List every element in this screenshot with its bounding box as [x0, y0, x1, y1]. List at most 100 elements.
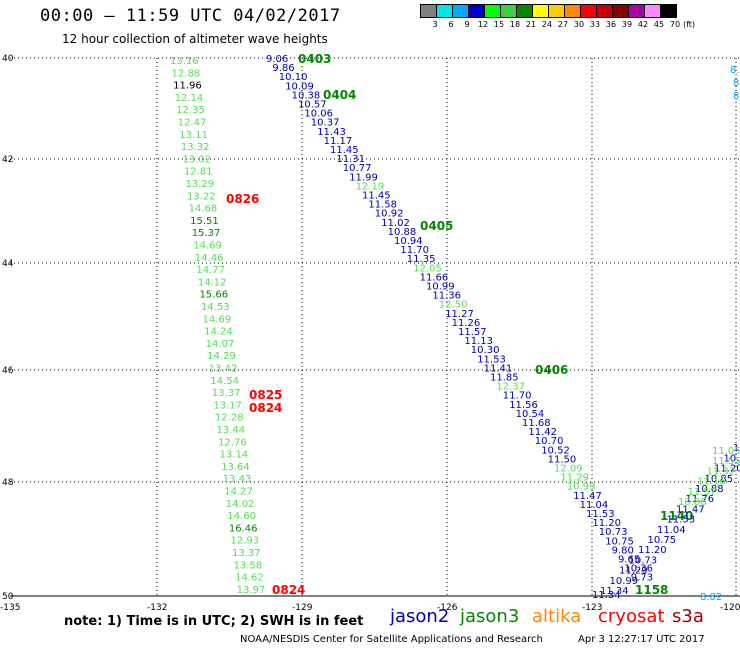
scale-label: 42 [637, 20, 649, 29]
jason-swh-value: 11.45 [362, 191, 391, 202]
ascending-swh-value: 10.63 [724, 453, 740, 464]
ascending-swh-value: 11.05 [712, 446, 740, 457]
jason-swh-value: 11.57 [458, 327, 487, 338]
jason-swh-value: 10.38 [292, 90, 321, 101]
s3a-swh-value: 13.44 [217, 425, 246, 436]
jason-swh-value: 11.50 [548, 454, 577, 465]
credit-text: NOAA/NESDIS Center for Satellite Applica… [240, 634, 543, 645]
jason-swh-value: 10.92 [375, 209, 404, 220]
time-label: 0826 [226, 192, 259, 206]
s3a-swh-value: 13.43 [223, 474, 252, 485]
jason-swh-value: 10.54 [516, 409, 545, 420]
ascending-swh-value: 10.99 [610, 576, 639, 587]
s3a-swh-value: 13.17 [213, 400, 242, 411]
longitude-label: -135 [0, 603, 20, 610]
ascending-swh-value: 11.53 [667, 515, 696, 526]
jason-swh-value: 10.94 [394, 236, 423, 247]
jason-swh-value: 10.30 [471, 345, 500, 356]
jason-swh-value: 10.99 [426, 282, 455, 293]
s3a-swh-value: 14.24 [204, 327, 233, 338]
scale-label: 33 [589, 20, 601, 29]
scale-label: 3 [432, 20, 438, 29]
latitude-label: 42 [2, 155, 13, 165]
jason-swh-value: 11.53 [477, 354, 506, 365]
latitude-label: 44 [2, 259, 14, 269]
jason-swh-value: 12.19 [356, 181, 385, 192]
scale-label: 24 [541, 20, 553, 29]
longitude-label: -120 [720, 603, 740, 610]
s3a-swh-value: 13.02 [182, 154, 211, 165]
jason-swh-value: 10.10 [279, 72, 308, 83]
s3a-swh-value: 14.29 [207, 351, 236, 362]
time-label: 1140 [660, 509, 693, 523]
jason-swh-value: 10.52 [541, 445, 570, 456]
scale-label: 18 [509, 20, 521, 29]
jason-swh-value: 11.47 [573, 491, 602, 502]
ascending-swh-value: 11.47 [676, 504, 705, 515]
longitude-label: -132 [147, 603, 167, 610]
time-label: 1158 [635, 583, 668, 597]
edge-swh-value: 8 [733, 91, 739, 102]
s3a-swh-value: 13.29 [186, 179, 215, 190]
jason-swh-value: 11.70 [503, 391, 532, 402]
legend-s3a: s3a [672, 606, 704, 627]
s3a-swh-value: 14.46 [195, 253, 224, 264]
jason-swh-value: 10.36 [624, 564, 653, 575]
ascending-swh-value: 11.16 [697, 477, 726, 488]
ascending-swh-value: 11.57 [688, 487, 717, 498]
s3a-swh-value: 12.47 [178, 118, 207, 129]
jason-swh-value: 11.36 [432, 291, 461, 302]
jason-swh-value: 12.09 [554, 464, 583, 475]
jason-swh-value: 9.65 [618, 555, 640, 566]
s3a-swh-value: 14.60 [227, 511, 256, 522]
s3a-swh-value: 15.66 [199, 290, 228, 301]
jason-swh-value: 11.20 [592, 518, 621, 529]
jason-swh-value: 11.27 [445, 309, 474, 320]
note-text: note: 1) Time is in UTC; 2) SWH is in fe… [64, 614, 364, 629]
jason-swh-value: 11.70 [400, 245, 429, 256]
longitude-label: -129 [292, 603, 313, 610]
legend-altika: altika [532, 606, 582, 627]
scale-label: 21 [525, 20, 537, 29]
jason-swh-value: 11.34 [592, 590, 621, 601]
ascending-swh-value: 10.75 [648, 535, 677, 546]
s3a-swh-value: 11.96 [173, 81, 202, 92]
s3a-swh-value: 12.14 [175, 93, 204, 104]
jason-swh-value: 11.04 [580, 500, 609, 511]
jason-swh-value: 9.86 [272, 63, 294, 74]
ascending-swh-value: 11.04 [657, 525, 686, 536]
time-label: 0406 [535, 363, 568, 377]
jason-swh-value: 9.73 [631, 573, 653, 584]
time-label: 0824 [249, 401, 282, 415]
scale-label: 45 [653, 20, 665, 29]
s3a-swh-value: 14.02 [226, 499, 255, 510]
s3a-swh-value: 13.97 [237, 585, 266, 596]
ascending-swh-value: 10.86 [678, 497, 707, 508]
jason-swh-value: 11.02 [381, 218, 410, 229]
time-label: 0405 [420, 219, 453, 233]
s3a-swh-value: 12.81 [184, 167, 213, 178]
latitude-label: 46 [2, 366, 14, 376]
jason-swh-value: 10.09 [285, 81, 314, 92]
time-label: 0825 [249, 388, 282, 402]
ascending-swh-value: 10.85 [705, 474, 734, 485]
longitude-label: -126 [437, 603, 458, 610]
ascending-swh-value: 11.20 [714, 464, 740, 475]
s3a-swh-value: 13.11 [179, 130, 208, 141]
latitude-label: 48 [2, 478, 14, 488]
time-label: 0404 [323, 88, 356, 102]
jason-swh-value: 10.73 [599, 527, 628, 538]
legend-jason2: jason2 [390, 606, 450, 627]
ascending-swh-value: 11.55 [712, 456, 740, 467]
jason-swh-value: 11.68 [522, 418, 551, 429]
scale-label: 39 [621, 20, 633, 29]
s3a-swh-value: 12.35 [176, 105, 205, 116]
ascending-swh-value: 10.73 [629, 555, 658, 566]
jason-swh-value: 10.75 [605, 536, 634, 547]
s3a-swh-value: 12.76 [218, 437, 247, 448]
jason-swh-value: 11.17 [324, 136, 353, 147]
s3a-swh-value: 14.07 [206, 339, 235, 350]
jason-swh-value: 10.70 [535, 436, 564, 447]
jason-swh-value: 11.56 [509, 400, 538, 411]
s3a-swh-value: 13.14 [220, 450, 249, 461]
